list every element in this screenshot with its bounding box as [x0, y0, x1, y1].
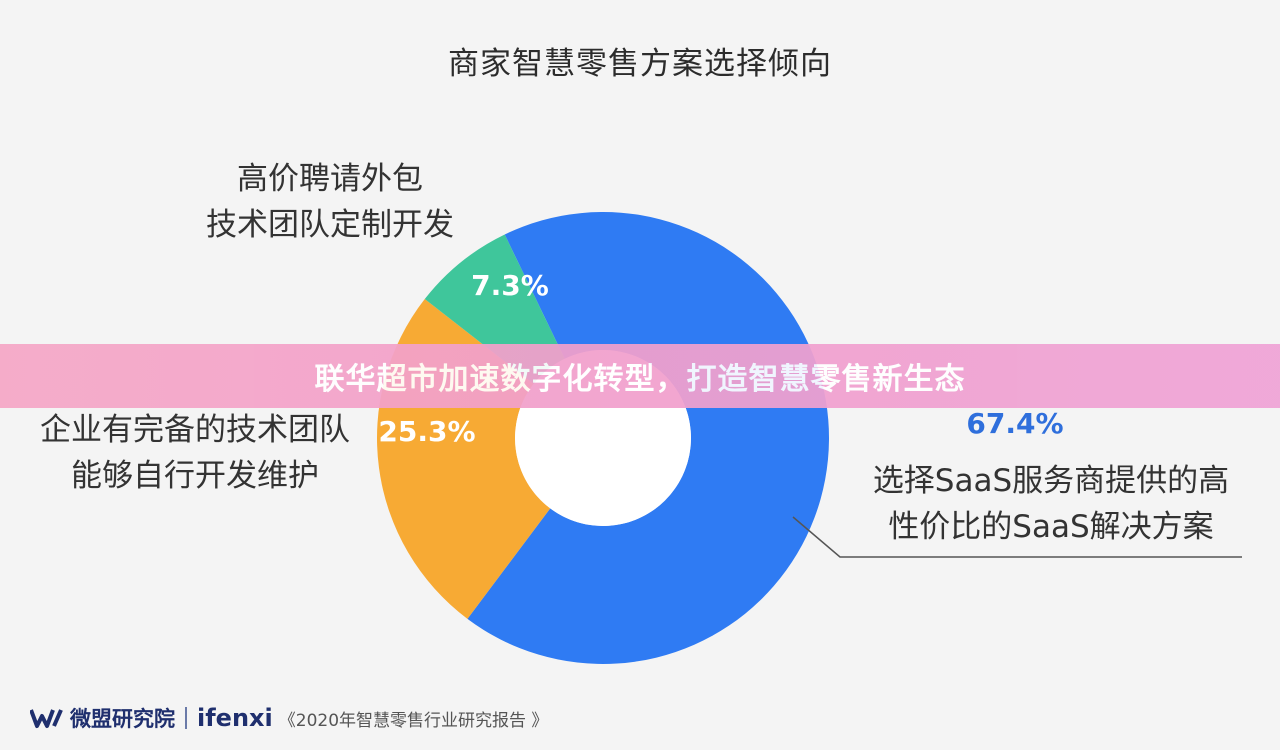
slice-label-outsourced: 高价聘请外包 技术团队定制开发 — [150, 156, 510, 248]
footer-source: 微盟研究院 ifenxi 《2020年智慧零售行业研究报告 》 — [30, 700, 548, 736]
slice-label-inhouse-line-1: 企业有完备的技术团队 — [40, 412, 350, 448]
slice-label-saas: 选择SaaS服务商提供的高 性价比的SaaS解决方案 — [836, 458, 1266, 550]
headline-banner-text: 联华超市加速数字化转型，打造智慧零售新生态 — [314, 362, 966, 397]
donut-value-labels: 67.4% 25.3% 7.3% — [378, 269, 1063, 448]
slice-label-outsourced-line-1: 高价聘请外包 — [237, 161, 423, 197]
value-label-saas: 67.4% — [966, 407, 1063, 440]
slice-label-inhouse: 企业有完备的技术团队 能够自行开发维护 — [20, 407, 370, 499]
footer-divider — [185, 707, 187, 729]
source-citation: 《2020年智慧零售行业研究报告 》 — [278, 710, 549, 731]
chart-title: 商家智慧零售方案选择倾向 — [448, 46, 832, 82]
saas-leader-line — [792, 516, 1242, 558]
slice-saas — [467, 212, 830, 664]
slice-label-inhouse-line-2: 能够自行开发维护 — [71, 458, 319, 494]
value-label-outsourced: 7.3% — [471, 269, 549, 302]
headline-banner: 联华超市加速数字化转型，打造智慧零售新生态 — [0, 344, 1280, 408]
slice-label-saas-line-1: 选择SaaS服务商提供的高 — [872, 463, 1230, 499]
brand-ifenxi: ifenxi — [197, 704, 273, 732]
weimeng-logo-icon — [30, 709, 63, 728]
slice-label-saas-line-2: 性价比的SaaS解决方案 — [888, 509, 1214, 545]
brand-weimeng: 微盟研究院 — [70, 707, 175, 731]
slice-label-outsourced-line-2: 技术团队定制开发 — [206, 207, 454, 243]
value-label-inhouse: 25.3% — [378, 415, 475, 448]
